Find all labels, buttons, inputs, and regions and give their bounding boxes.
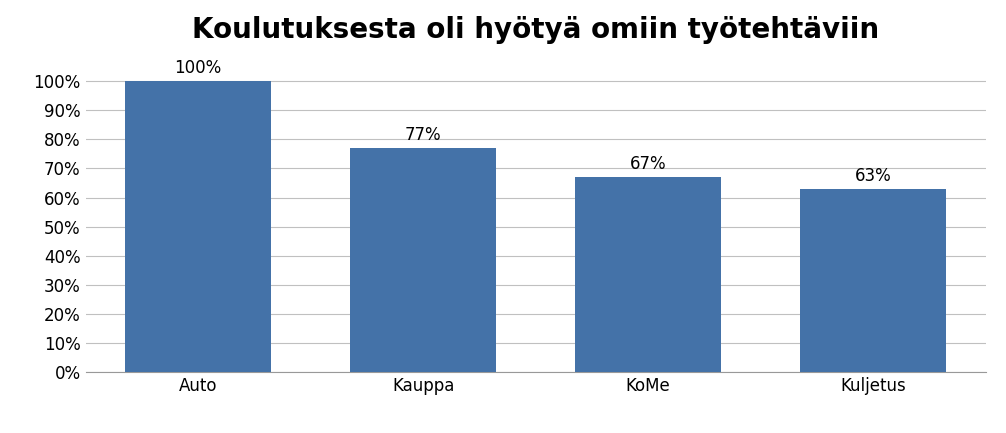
Bar [800, 189, 947, 372]
Text: 77%: 77% [404, 126, 442, 144]
Title: Koulutuksesta oli hyötyä omiin työtehtäviin: Koulutuksesta oli hyötyä omiin työtehtäv… [192, 16, 879, 44]
Text: 100%: 100% [174, 59, 221, 78]
Text: 67%: 67% [630, 155, 667, 174]
Bar [125, 81, 272, 372]
Bar [575, 177, 721, 372]
Bar [350, 148, 496, 372]
Text: 63%: 63% [855, 167, 891, 185]
